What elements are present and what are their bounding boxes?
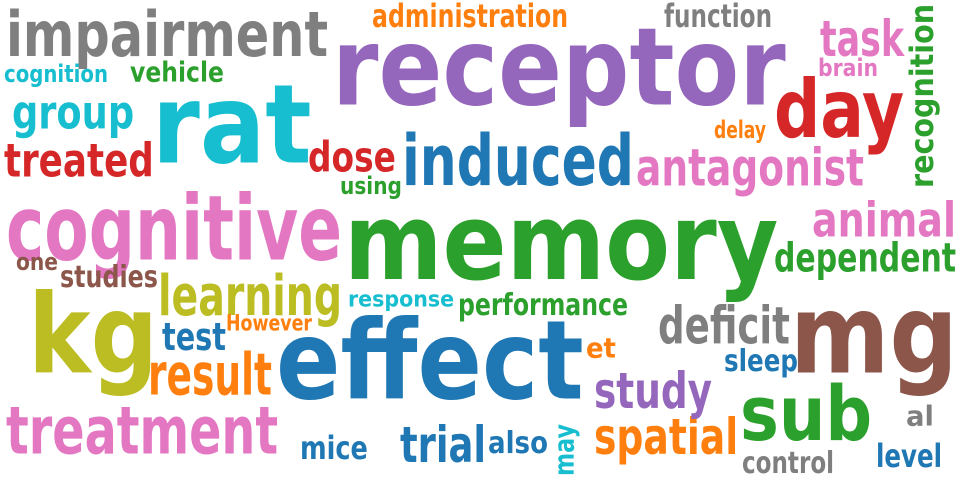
word-dose: dose xyxy=(308,132,396,182)
word-recognition: recognition xyxy=(903,3,941,189)
word-control: control xyxy=(742,445,835,480)
word-al: al xyxy=(906,399,934,433)
word-function: function xyxy=(664,0,773,35)
word-mg: mg xyxy=(790,270,958,399)
word-one: one xyxy=(16,247,58,276)
word-impairment: impairment xyxy=(6,0,329,71)
word-induced: induced xyxy=(402,119,634,202)
word-cognition: cognition xyxy=(4,59,109,88)
word-cognitive: cognitive xyxy=(6,175,343,282)
word-rat: rat xyxy=(152,60,312,189)
word-day: day xyxy=(774,62,905,157)
word-study: study xyxy=(594,361,713,420)
word-test: test xyxy=(162,314,226,360)
word-receptor: receptor xyxy=(332,4,786,131)
word-delay: delay xyxy=(714,115,767,144)
word-task: task xyxy=(820,9,905,68)
word-using: using xyxy=(340,171,402,200)
word-sleep: sleep xyxy=(724,343,799,379)
word-dependent: dependent xyxy=(774,234,957,282)
word-may: may xyxy=(547,424,581,476)
word-result: result xyxy=(148,340,272,409)
word-also: also xyxy=(488,425,548,461)
word-sub: sub xyxy=(740,369,873,459)
word-mice: mice xyxy=(300,429,368,467)
word-vehicle: vehicle xyxy=(130,55,224,89)
word-effect: effect xyxy=(276,296,584,425)
word-deficit: deficit xyxy=(658,295,790,357)
word-learning: learning xyxy=(158,262,343,329)
word-trial: trial xyxy=(400,415,487,474)
word-et: et xyxy=(586,331,616,365)
word-brain: brain xyxy=(818,53,878,82)
word-response: response xyxy=(348,286,455,312)
word-administration: administration xyxy=(372,0,569,35)
word-group: group xyxy=(12,85,135,140)
word-studies: studies xyxy=(60,259,158,295)
word-however: However xyxy=(226,310,312,336)
word-level: level xyxy=(876,437,943,475)
word-treated: treated xyxy=(4,133,154,188)
word-kg: kg xyxy=(28,270,159,399)
word-memory: memory xyxy=(344,180,779,305)
word-antagonist: antagonist xyxy=(636,137,865,199)
word-animal: animal xyxy=(812,191,956,248)
word-spatial: spatial xyxy=(594,407,739,466)
word-treatment: treatment xyxy=(6,392,279,470)
word-performance: performance xyxy=(458,287,629,323)
